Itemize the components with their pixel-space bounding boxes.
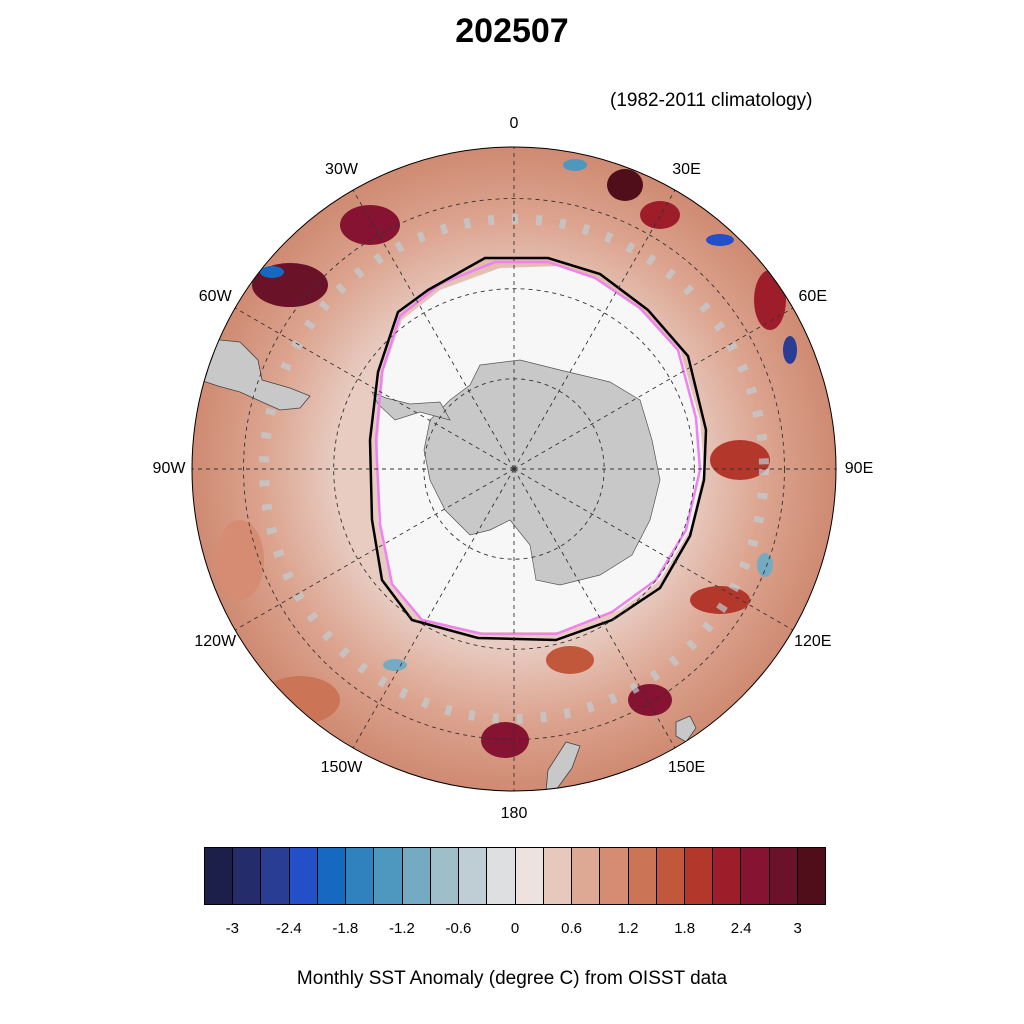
colorbar-swatch xyxy=(261,848,290,904)
longitude-label: 180 xyxy=(500,805,528,822)
colorbar-ticks: -3 -2.4 -1.8 -1.2 -0.6 0 0.6 1.2 1.8 2.4 3 xyxy=(0,920,1024,940)
meridian-line xyxy=(513,307,794,470)
cold-anomaly-patch xyxy=(783,336,797,364)
cold-anomaly-patch xyxy=(757,553,773,577)
new-zealand-land xyxy=(675,715,697,743)
cold-anomaly-patch xyxy=(563,159,587,171)
observed-ice-edge xyxy=(368,256,708,642)
warm-anomaly-patch xyxy=(340,205,400,245)
warm-anomaly-patch xyxy=(710,440,770,480)
longitude-label: 90W xyxy=(152,460,186,477)
colorbar-swatch xyxy=(797,848,826,904)
longitude-label: 30W xyxy=(325,161,358,179)
colorbar-swatch xyxy=(741,848,770,904)
warm-anomaly-patch xyxy=(690,586,750,614)
colorbar-swatch xyxy=(628,848,657,904)
climatology-note: (1982-2011 climatology) xyxy=(610,90,813,111)
map-border xyxy=(191,146,837,792)
latitude-circle xyxy=(243,198,785,740)
cold-anomaly-patch xyxy=(706,234,734,246)
colorbar-swatch xyxy=(430,848,460,904)
longitude-label: 60W xyxy=(198,287,232,305)
colorbar-tick-label: -1.2 xyxy=(388,920,415,937)
longitude-label: 120E xyxy=(794,632,832,650)
climatology-ice-edge xyxy=(374,260,702,636)
colorbar-tick-label: 0.6 xyxy=(561,920,582,937)
cold-anomaly-patch xyxy=(383,659,407,671)
warm-anomaly-patch xyxy=(628,684,672,716)
colorbar-tick-label: 0 xyxy=(510,920,520,937)
cold-anomaly-patch xyxy=(260,266,284,278)
map-caption: Monthly SST Anomaly (degree C) from OISS… xyxy=(296,968,728,989)
warm-anomaly-patch xyxy=(216,520,264,600)
meridian-line xyxy=(513,189,676,470)
warm-anomaly-patch xyxy=(754,270,786,330)
colorbar-swatch xyxy=(543,848,573,904)
colorbar-swatch xyxy=(572,848,601,904)
polar-map-svg xyxy=(191,146,837,792)
polar-map: 0 30E 60E 90E 120E 150E 180 150W 120W 90W 60W 30W xyxy=(152,115,874,822)
colorbar xyxy=(204,847,826,905)
colorbar-tick-label: -1.8 xyxy=(332,920,359,937)
colorbar-swatch xyxy=(684,848,714,904)
colorbar-swatch xyxy=(459,848,488,904)
colorbar-tick-label: 1.2 xyxy=(617,920,639,937)
colorbar-swatch xyxy=(656,848,685,904)
colorbar-tick-label: -2.4 xyxy=(275,920,302,937)
colorbar-swatch xyxy=(515,848,544,904)
new-zealand-land xyxy=(545,741,581,791)
graticule xyxy=(192,147,836,791)
longitude-label: 150W xyxy=(320,758,363,776)
longitude-label: 150E xyxy=(667,758,706,776)
colorbar-tick-label: -3 xyxy=(225,920,239,937)
latitude-circle xyxy=(333,288,695,650)
meridian-line xyxy=(513,468,676,749)
longitude-label: 120W xyxy=(194,632,237,650)
longitude-label: 60E xyxy=(798,287,827,305)
warm-anomaly-patch xyxy=(640,201,680,229)
meridian-line xyxy=(513,468,794,631)
warm-anomaly-patch xyxy=(260,676,340,724)
warm-anomaly-patch xyxy=(481,722,529,758)
warm-anomaly-patch xyxy=(546,646,594,674)
meridian-line xyxy=(234,307,515,470)
colorbar-swatch xyxy=(289,848,318,904)
colorbar-swatch xyxy=(600,848,629,904)
colorbar-swatch xyxy=(233,848,262,904)
colorbar-tick-label: 2.4 xyxy=(730,920,752,937)
colorbar-swatch xyxy=(346,848,375,904)
colorbar-tick-label: 1.8 xyxy=(674,920,696,937)
south-america-land xyxy=(199,337,311,411)
colorbar-tick-label: 3 xyxy=(793,920,802,937)
colorbar-swatch xyxy=(713,848,742,904)
meridian-line xyxy=(234,468,515,631)
warm-anomaly-patch xyxy=(607,169,643,201)
meridian-line xyxy=(352,189,515,470)
meridian-line xyxy=(352,468,515,749)
colorbar-tick-label: -0.6 xyxy=(445,920,472,937)
longitude-label: 90E xyxy=(844,460,874,477)
colorbar-swatch xyxy=(205,848,234,904)
longitude-label: 30E xyxy=(672,161,701,179)
colorbar-swatch xyxy=(402,848,431,904)
colorbar-swatch xyxy=(769,848,798,904)
map-title: 202507 xyxy=(455,12,569,50)
colorbar-swatch xyxy=(487,848,516,904)
antarctic-peninsula xyxy=(371,391,451,421)
longitude-label: 0 xyxy=(509,115,519,132)
colorbar-swatch xyxy=(317,848,347,904)
antarctica-land xyxy=(423,359,661,586)
colorbar-swatch xyxy=(374,848,403,904)
